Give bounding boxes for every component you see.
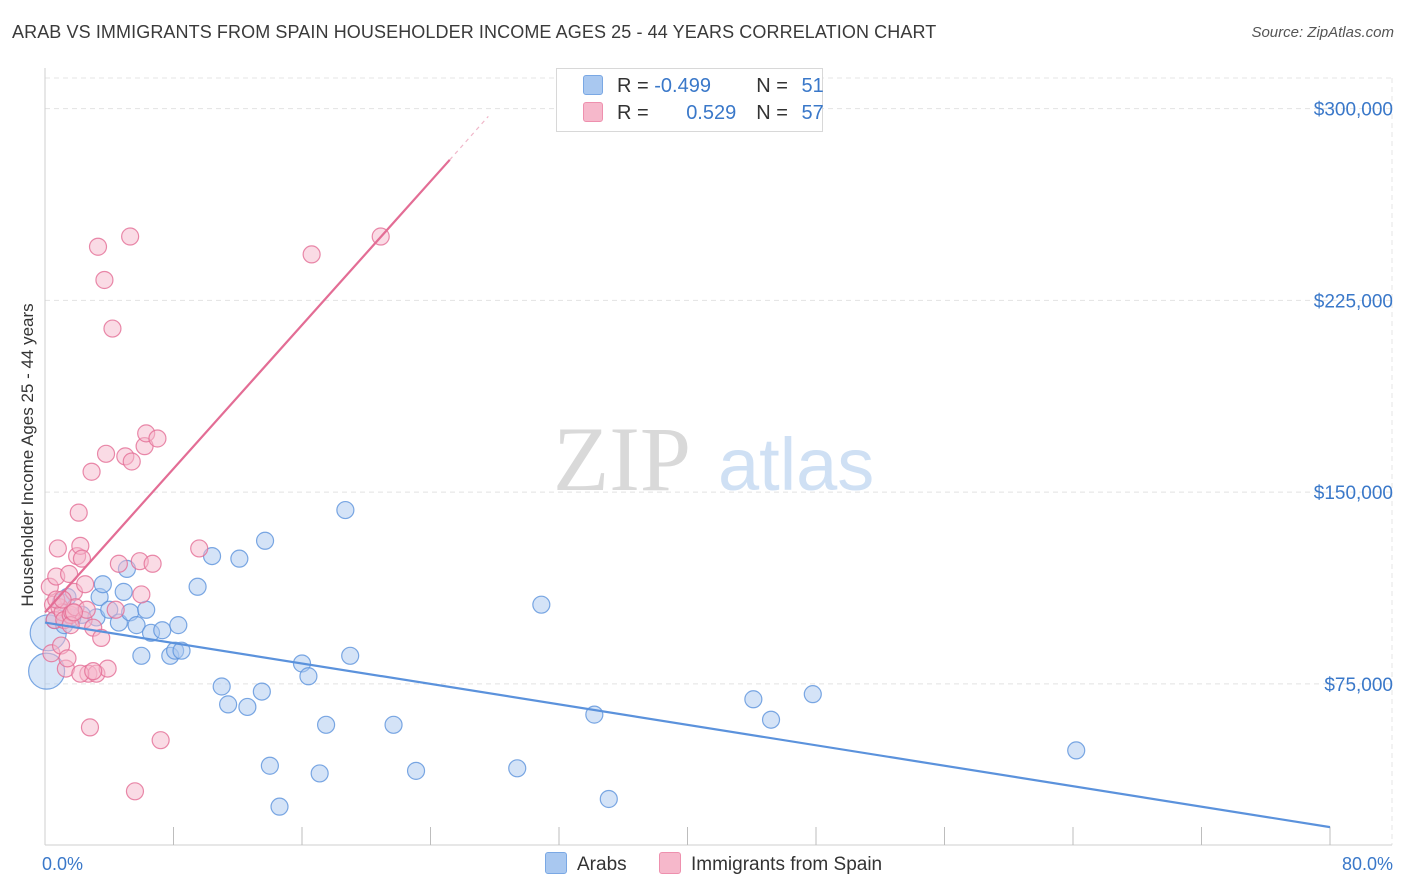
data-point — [508, 759, 527, 778]
grid-lines — [45, 77, 1393, 845]
data-point — [48, 539, 67, 558]
legend-swatch-spain — [583, 102, 603, 122]
chart-title: ARAB VS IMMIGRANTS FROM SPAIN HOUSEHOLDE… — [12, 22, 937, 42]
watermark-zip: ZIP — [553, 408, 691, 510]
data-point — [148, 429, 167, 448]
data-point — [1067, 741, 1086, 760]
data-point — [69, 503, 88, 522]
legend-label-arabs: Arabs — [577, 854, 627, 875]
y-tick-label: $75,000 — [1324, 675, 1393, 696]
data-point — [252, 682, 271, 701]
y-tick-label: $300,000 — [1314, 100, 1393, 121]
data-point — [341, 646, 360, 665]
data-point — [106, 600, 125, 619]
data-point — [84, 662, 103, 681]
data-point — [238, 697, 257, 717]
series-spain-points — [40, 227, 390, 801]
data-point — [310, 764, 329, 783]
data-point — [153, 621, 172, 640]
trend-line-extension — [449, 115, 489, 161]
data-point — [96, 444, 116, 463]
legend-n-value-spain: 57 — [801, 102, 824, 124]
data-point — [406, 761, 426, 780]
data-point — [59, 564, 79, 584]
data-point — [169, 616, 188, 635]
legend-n-value-arabs: 51 — [801, 75, 824, 97]
data-point — [151, 731, 170, 750]
data-point — [255, 531, 275, 550]
axes — [44, 68, 1392, 846]
data-point — [761, 710, 781, 729]
legend-item-spain[interactable]: Immigrants from Spain — [659, 852, 882, 876]
data-point — [532, 595, 551, 614]
data-point — [64, 603, 84, 622]
data-point — [143, 554, 162, 573]
trend-lines — [44, 115, 1331, 829]
source-note: Source: ZipAtlas.com — [1251, 24, 1394, 41]
data-point — [599, 789, 618, 809]
data-point — [302, 245, 321, 264]
data-point — [121, 227, 140, 246]
data-point — [93, 575, 112, 594]
data-point — [270, 797, 289, 816]
legend-label-spain: Immigrants from Spain — [691, 854, 883, 875]
data-point — [744, 690, 763, 709]
series-arabs-points — [28, 500, 1086, 816]
legend-swatch-spain — [659, 852, 681, 874]
data-point — [76, 575, 95, 594]
data-point — [80, 718, 100, 737]
watermark-atlas: atlas — [718, 423, 874, 506]
legend-r-value-arabs: -0.499 — [654, 75, 711, 97]
data-point — [82, 462, 101, 481]
correlation-legend: R = -0.499 N = 51 R = 0.529 N = 57 — [556, 68, 824, 132]
legend-swatch-arabs — [583, 75, 603, 95]
data-point — [72, 549, 92, 568]
legend-row-spain: R = 0.529 N = 57 — [583, 102, 824, 128]
legend-r-label: R = — [617, 102, 655, 124]
y-tick-label: $225,000 — [1314, 291, 1393, 312]
data-point — [299, 667, 318, 686]
data-point — [190, 539, 209, 558]
data-point — [132, 585, 151, 604]
data-point — [58, 649, 77, 668]
data-point — [127, 616, 146, 635]
data-point — [316, 715, 336, 734]
data-point — [122, 452, 141, 471]
legend-row-arabs: R = -0.499 N = 51 — [583, 75, 824, 101]
data-point — [114, 582, 133, 601]
data-point — [803, 685, 822, 704]
legend-n-label: N = — [756, 75, 794, 97]
data-point — [125, 782, 145, 801]
data-point — [384, 715, 403, 734]
legend-r-label: R = — [617, 75, 655, 97]
x-tick-label-min: 0.0% — [42, 854, 83, 874]
data-point — [230, 549, 249, 568]
data-point — [137, 600, 156, 619]
y-tick-label: $150,000 — [1314, 483, 1393, 504]
legend-n-label: N = — [756, 102, 794, 124]
x-tick-label-max: 80.0% — [1342, 854, 1393, 874]
data-point — [212, 677, 231, 696]
legend-swatch-arabs — [545, 852, 567, 874]
x-tick-labels: 0.0% 80.0% — [42, 854, 1393, 874]
trend-line — [44, 621, 1331, 829]
legend-item-arabs[interactable]: Arabs — [545, 852, 627, 876]
data-point — [219, 695, 238, 714]
data-point — [260, 756, 279, 775]
series-legend: Arabs Immigrants from Spain — [0, 852, 1406, 878]
data-point — [88, 237, 108, 256]
legend-r-value-spain: 0.529 — [686, 102, 737, 124]
data-point — [109, 554, 128, 573]
data-point — [172, 641, 191, 660]
data-point — [132, 646, 151, 665]
data-point — [336, 500, 355, 520]
watermark: ZIP atlas — [553, 408, 874, 510]
trend-line — [44, 159, 451, 614]
y-tick-labels: $300,000 $225,000 $150,000 $75,000 — [1314, 100, 1393, 696]
data-point — [92, 628, 111, 648]
data-point — [188, 577, 207, 596]
data-point — [103, 319, 122, 338]
data-point — [95, 270, 114, 290]
